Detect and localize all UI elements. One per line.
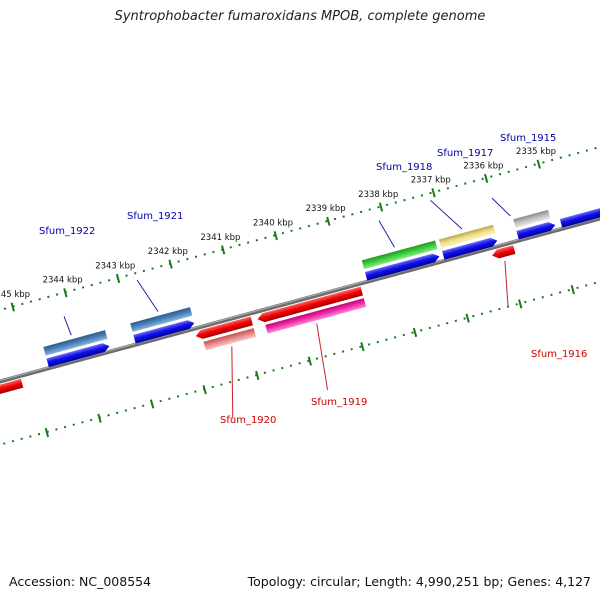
upper-tick-6 [221,245,226,255]
upper-tick-8 [115,273,121,284]
tick-label: 2340 kbp [253,218,293,228]
lower-tick-6 [255,370,260,380]
lower-tick-9 [97,413,102,423]
tick-label: 2343 kbp [95,261,135,271]
upper-tick-2 [431,188,436,198]
tick-label: 2341 kbp [200,233,240,243]
tick-label: 2339 kbp [306,204,346,214]
label-sfum-1919[interactable]: Sfum_1919 [311,397,367,408]
tick-label: 2338 kbp [358,190,398,200]
tick-label: 2344 kbp [43,276,83,286]
forward-tick-ring [0,132,600,329]
upper-major-ticks [10,159,541,312]
gene-sfum-1921[interactable] [130,307,193,333]
label-sfum-1916[interactable]: Sfum_1916 [531,349,587,360]
cds-sfum-1922-forward[interactable] [46,342,110,368]
lower-tick-4 [360,342,365,352]
gene-sfum-1919[interactable] [265,298,367,334]
label-sfum-1918[interactable]: Sfum_1918 [376,162,432,173]
cds-sfum-1918-forward[interactable] [364,252,441,281]
cds-sfum-1920-reverse[interactable] [195,316,253,341]
label-sfum-1917[interactable]: Sfum_1917 [437,148,493,159]
lower-major-ticks [44,285,575,438]
lower-tick-1 [518,299,523,309]
gene-sfum-1915[interactable] [513,209,551,228]
label-leaders [63,197,511,419]
cds-sfum-1916-reverse[interactable] [491,245,516,260]
accession-text: Accession: NC_008554 [9,574,152,589]
tick-label: 2336 kbp [463,161,503,171]
upper-tick-1 [483,173,489,184]
tick-label: 2342 kbp [148,247,188,257]
tick-label: 2335 kbp [516,147,556,157]
upper-tick-0 [536,159,541,169]
upper-tick-3 [378,202,384,212]
lower-tick-8 [149,399,155,409]
label-sfum-1920[interactable]: Sfum_1920 [220,415,276,426]
tick-label: 2337 kbp [411,176,451,186]
gene-sfum-1918[interactable] [361,240,438,270]
gene-sfum-1922[interactable] [43,330,108,356]
upper-tick-9 [63,288,68,298]
upper-tick-7 [168,259,173,269]
label-sfum-1921[interactable]: Sfum_1921 [127,211,183,222]
tick-label: 2345 kbp [0,290,30,300]
cds-left-reverse[interactable] [0,378,24,401]
map-title: Syntrophobacter fumaroxidans MPOB, compl… [114,9,486,24]
cds-next-forward[interactable] [559,200,600,228]
lower-tick-7 [202,385,207,395]
upper-tick-5 [273,230,278,241]
lower-tick-5 [307,356,312,366]
label-sfum-1922[interactable]: Sfum_1922 [39,226,95,237]
topology-text: Topology: circular; Length: 4,990,251 bp… [247,574,591,589]
reverse-tick-ring [0,258,600,455]
cds-sfum-1921-forward[interactable] [133,319,195,344]
upper-tick-10 [10,302,15,312]
cds-sfum-1919-reverse[interactable] [256,286,363,324]
lower-tick-10 [44,427,50,438]
gene-sfum-1920[interactable] [203,328,257,351]
lower-tick-2 [465,313,470,323]
lower-tick-3 [412,327,418,338]
cds-sfum-1917-forward[interactable] [442,236,498,260]
label-sfum-1915[interactable]: Sfum_1915 [500,133,556,144]
lower-tick-0 [570,285,575,295]
tick-labels: 2335 kbp 2336 kbp 2337 kbp 2338 kbp 2339 kbp… [0,147,556,300]
genome-backbone [0,198,600,397]
cds-sfum-1915-forward[interactable] [516,221,556,240]
gene-sfum-1917[interactable] [438,224,496,249]
upper-tick-4 [326,216,331,226]
